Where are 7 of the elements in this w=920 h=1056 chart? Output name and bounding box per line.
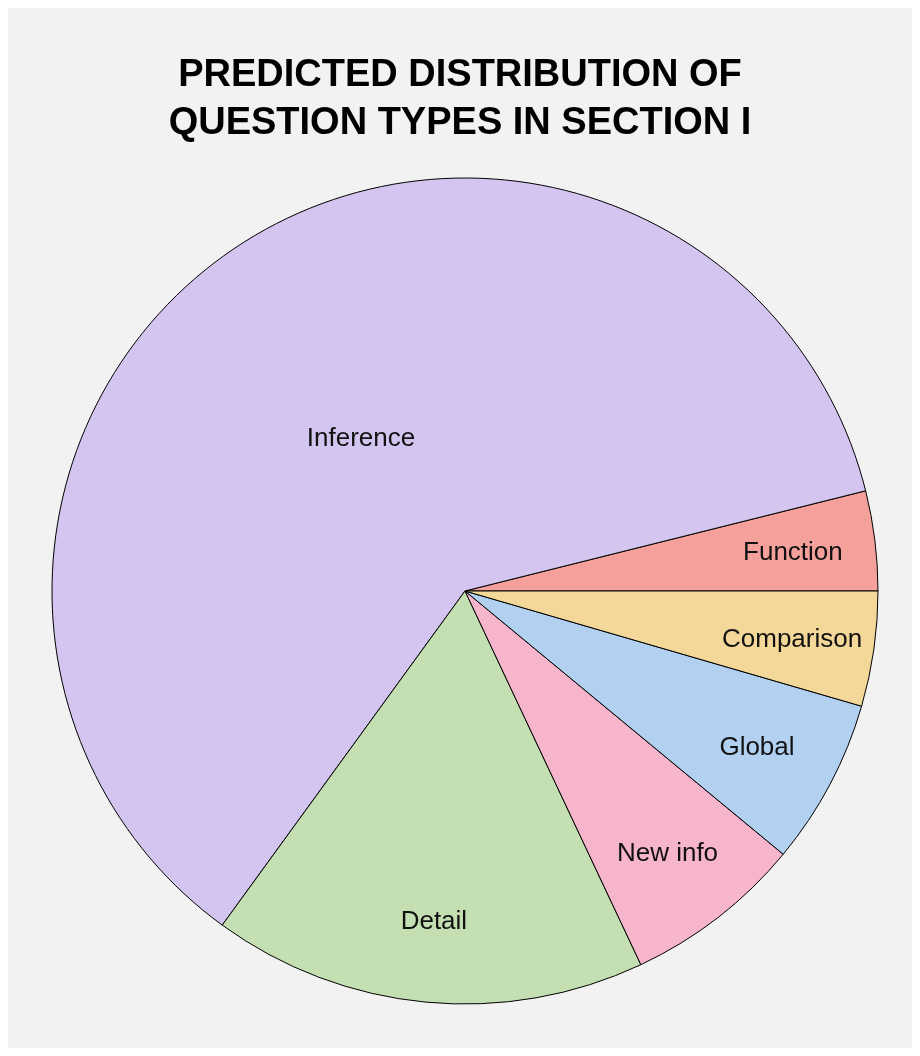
slice-label: Function [743,535,843,566]
slice-label: Inference [306,421,416,452]
slice-label: New info [616,837,719,868]
slice-label: Global [719,730,795,761]
slice-label: Detail [400,904,468,935]
chart-title: PREDICTED DISTRIBUTION OF QUESTION TYPES IN SECTION I [168,52,752,142]
slice-label: Comparison [722,622,863,653]
